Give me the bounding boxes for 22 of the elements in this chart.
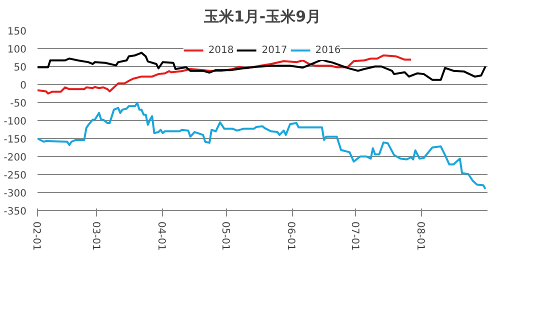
x-tick-label: 02-01: [30, 222, 42, 251]
y-tick-label: -150: [4, 134, 27, 146]
legend-label: 2017: [262, 44, 288, 56]
y-tick-label: -250: [4, 170, 27, 182]
x-tick-label: 05-01: [219, 222, 230, 251]
y-tick-label: 100: [7, 44, 27, 56]
x-tick-label: 07-01: [348, 222, 360, 251]
y-tick-label: -100: [4, 116, 27, 128]
y-tick-label: -300: [4, 188, 27, 200]
y-tick-label: -350: [4, 206, 27, 218]
x-tick-label: 03-01: [90, 222, 101, 251]
x-tick-label: 08-01: [414, 222, 426, 251]
legend-label: 2018: [208, 44, 234, 56]
y-tick-label: 150: [7, 26, 27, 38]
y-tick-label: -200: [4, 152, 27, 164]
x-tick-label: 06-01: [285, 222, 296, 251]
y-tick-label: 0: [20, 80, 27, 92]
y-tick-label: -50: [10, 98, 27, 110]
chart-title: 玉米1月-玉米9月: [202, 8, 322, 26]
x-tick-label: 04-01: [156, 222, 167, 251]
legend-label: 2016: [315, 44, 341, 56]
y-tick-label: 50: [14, 62, 27, 74]
